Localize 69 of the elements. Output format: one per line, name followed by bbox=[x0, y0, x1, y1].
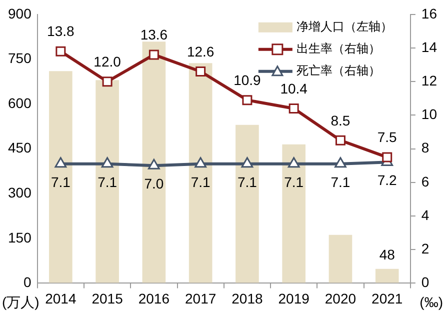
x-tick-label: 2014 bbox=[45, 290, 76, 306]
point bbox=[102, 76, 112, 87]
data-label: 7.1 bbox=[50, 174, 71, 190]
bar bbox=[188, 63, 212, 283]
x-tick-label: 2018 bbox=[232, 290, 263, 306]
bar bbox=[96, 80, 119, 283]
legend-label: 净增人口（左轴） bbox=[296, 20, 392, 34]
data-label: 7.5 bbox=[377, 129, 398, 146]
point bbox=[194, 157, 207, 168]
y2-tick-label: 4 bbox=[421, 206, 430, 223]
y2-tick-label: 6 bbox=[421, 173, 430, 190]
data-label: 10.4 bbox=[280, 80, 308, 96]
x-tick-label: 2016 bbox=[138, 290, 170, 306]
data-label: 7.1 bbox=[98, 174, 118, 190]
legend-label: 出生率（右轴） bbox=[296, 42, 380, 56]
x-tick-label: 2015 bbox=[92, 290, 124, 306]
data-label: 7.1 bbox=[190, 174, 211, 190]
x-tick-label: 2021 bbox=[372, 290, 403, 306]
y2-tick-label: 2 bbox=[421, 240, 430, 256]
point bbox=[242, 95, 252, 106]
point bbox=[101, 157, 114, 168]
y-tick-label: 450 bbox=[8, 140, 32, 156]
data-label: 12.0 bbox=[94, 53, 122, 70]
data-label: 13.8 bbox=[47, 23, 75, 40]
data-label: 7.0 bbox=[144, 175, 164, 192]
x-tick-label: 2017 bbox=[185, 290, 216, 306]
bar bbox=[282, 144, 306, 283]
data-label: 7.1 bbox=[237, 174, 258, 190]
data-label: 12.6 bbox=[186, 43, 214, 60]
legend-label: 死亡率（右轴） bbox=[296, 64, 380, 78]
x-tick-label: 2019 bbox=[278, 290, 310, 306]
y-tick-label: 150 bbox=[8, 229, 32, 246]
data-label: 8.5 bbox=[330, 112, 350, 128]
y2-tick-label: 10 bbox=[421, 106, 438, 122]
point bbox=[288, 157, 300, 168]
point bbox=[56, 46, 66, 56]
y-tick-label: 0 bbox=[24, 274, 32, 290]
bar bbox=[375, 268, 399, 283]
data-label: 10.9 bbox=[234, 72, 262, 88]
y2-axis-title: (‰) bbox=[420, 294, 443, 310]
y-tick-label: 750 bbox=[8, 50, 32, 66]
point bbox=[54, 157, 67, 168]
point bbox=[241, 157, 254, 168]
y-tick-label: 300 bbox=[8, 184, 32, 200]
bar bbox=[328, 234, 352, 283]
data-label: 7.1 bbox=[330, 174, 350, 190]
data-label: 48 bbox=[379, 246, 396, 263]
point bbox=[196, 66, 206, 77]
bar bbox=[49, 71, 72, 283]
x-tick-label: 2020 bbox=[324, 290, 356, 306]
y2-tick-label: 12 bbox=[421, 72, 438, 88]
point bbox=[288, 103, 299, 114]
y2-tick-label: 0 bbox=[421, 274, 430, 290]
y2-tick-label: 16 bbox=[421, 5, 438, 22]
bar bbox=[142, 42, 166, 283]
point bbox=[148, 158, 160, 170]
y2-tick-label: 14 bbox=[421, 38, 438, 55]
point bbox=[335, 135, 346, 146]
point bbox=[382, 152, 392, 162]
y-tick-label: 600 bbox=[8, 94, 32, 111]
data-label: 7.1 bbox=[284, 174, 304, 190]
point bbox=[334, 157, 346, 168]
y-tick-label: 900 bbox=[8, 5, 32, 22]
point bbox=[148, 50, 159, 60]
y-axis-title: (万人) bbox=[2, 294, 40, 310]
y2-tick-label: 8 bbox=[421, 140, 430, 156]
bar bbox=[236, 124, 259, 283]
data-label: 13.6 bbox=[140, 26, 168, 43]
data-label: 7.2 bbox=[377, 172, 398, 188]
